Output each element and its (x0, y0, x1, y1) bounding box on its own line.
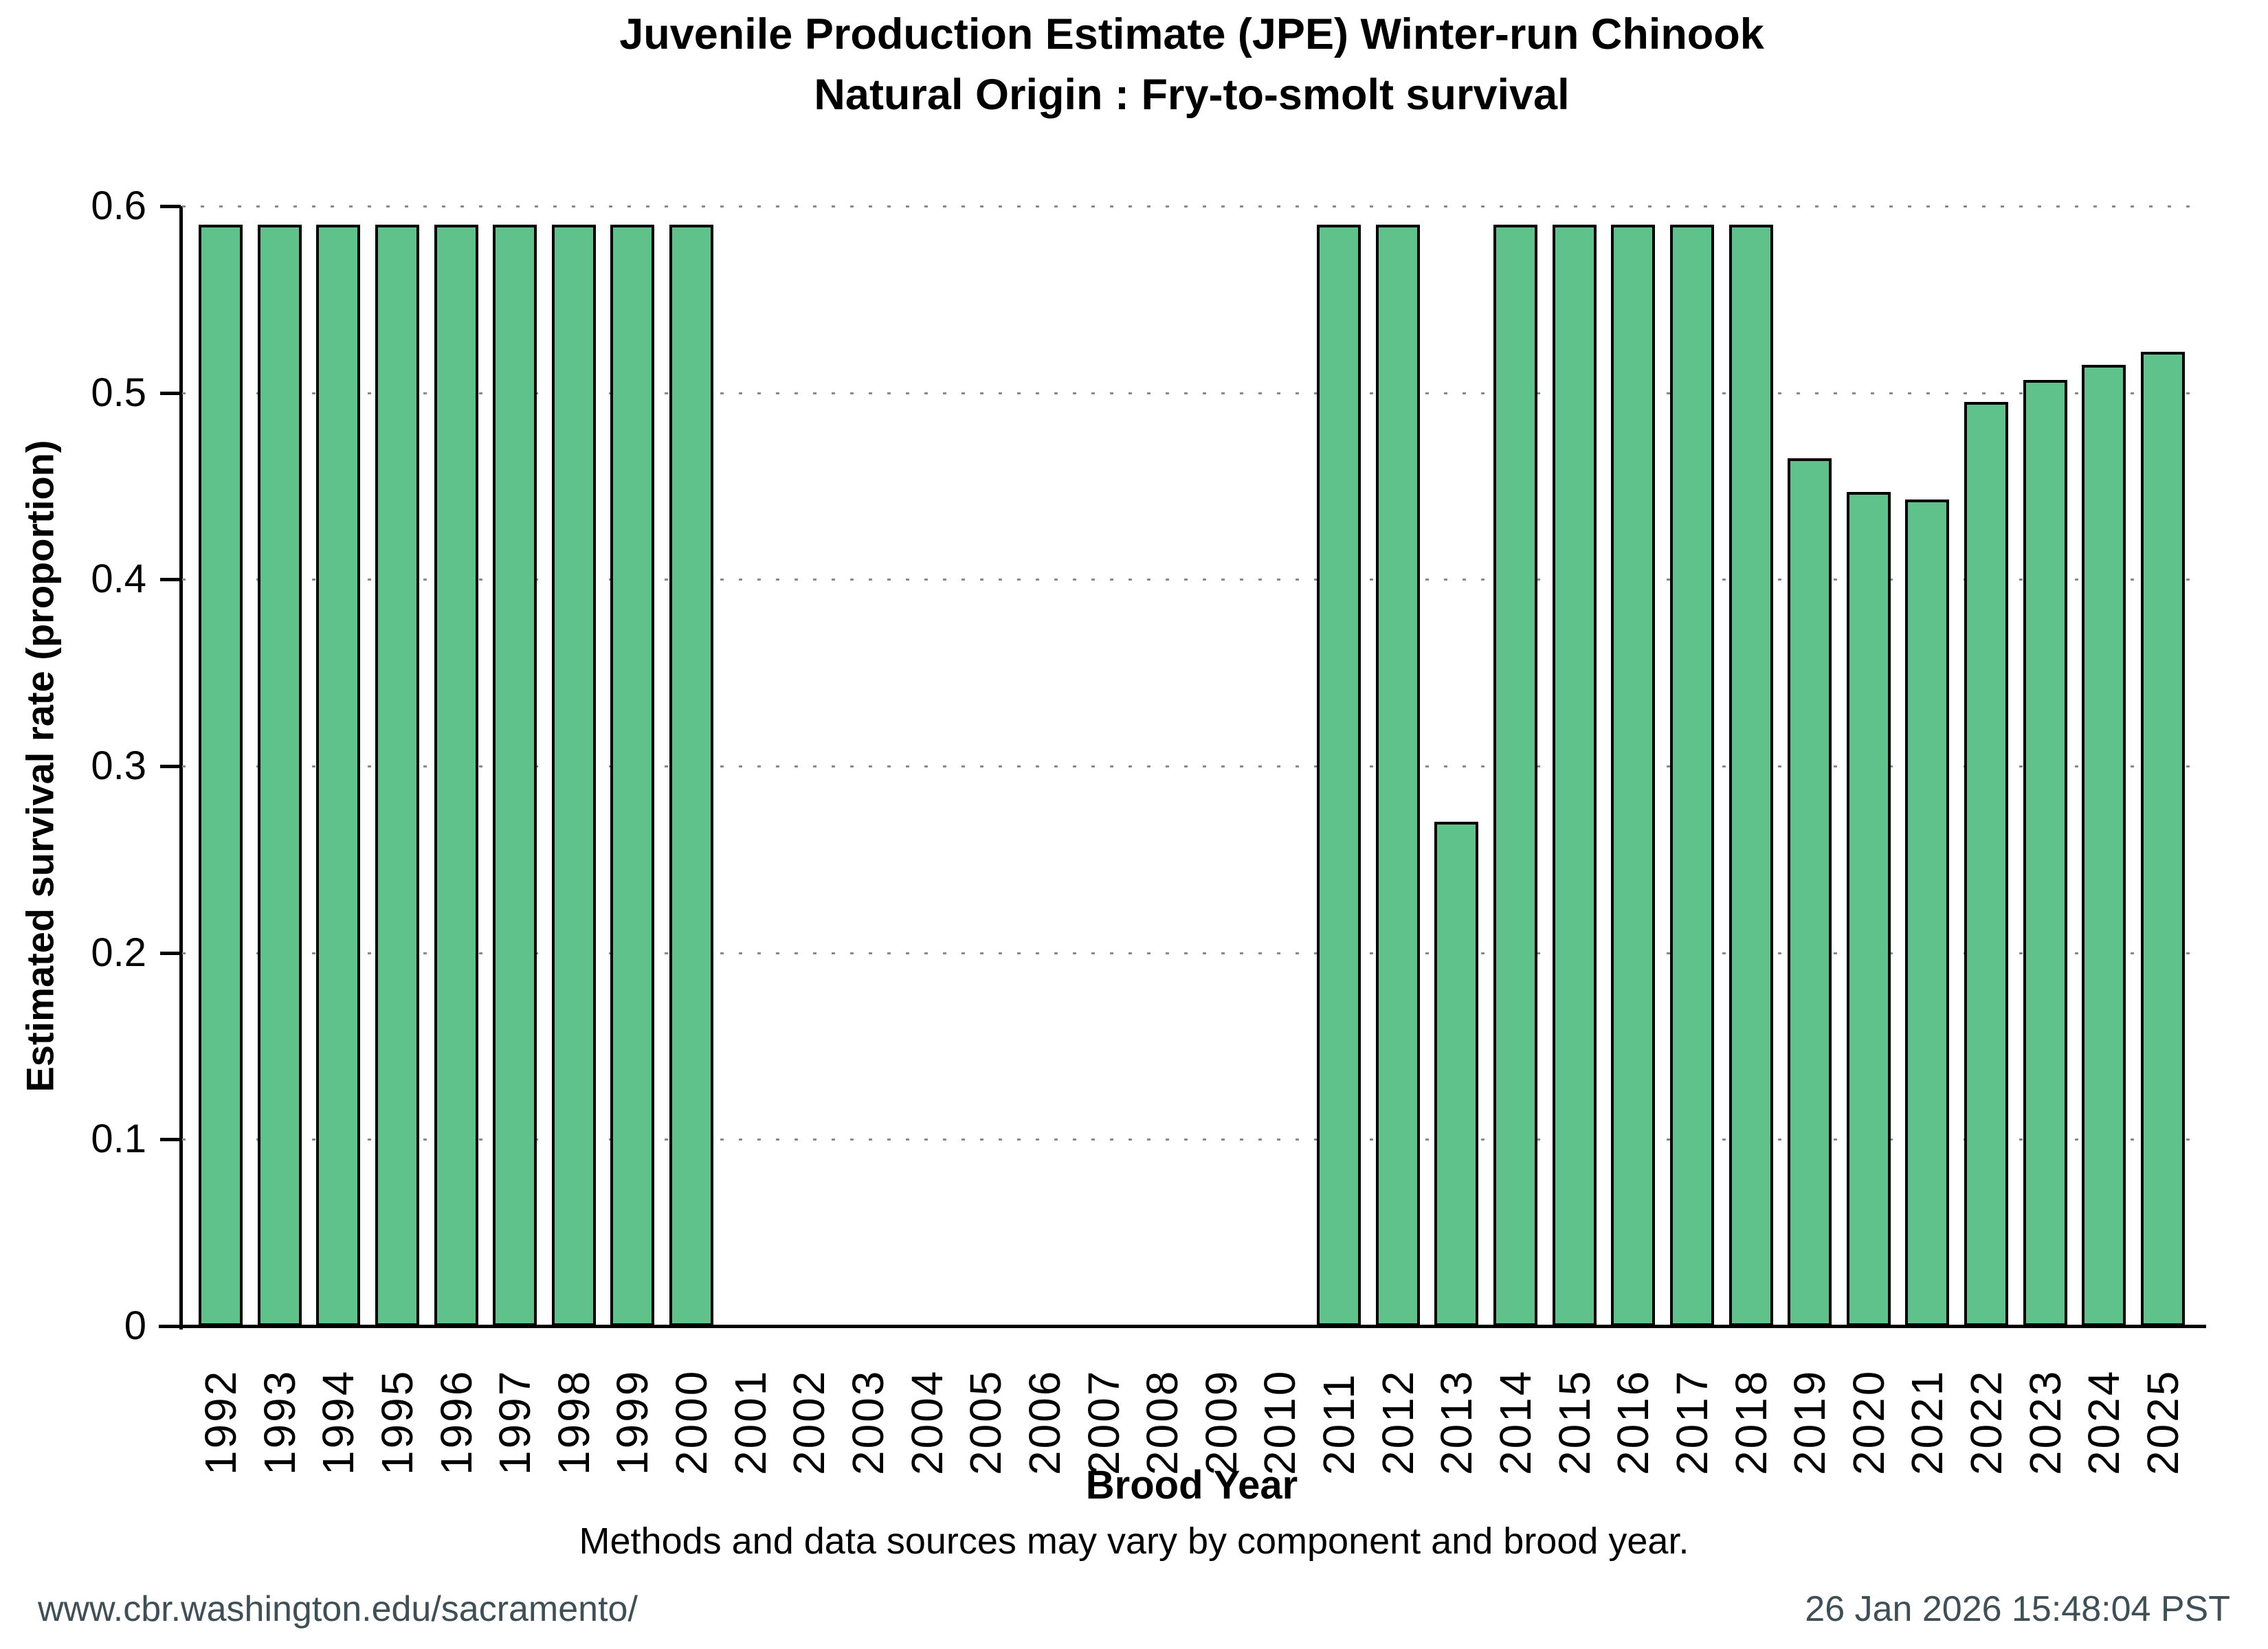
x-tick-label-2010: 2010 (1255, 1369, 1304, 1475)
bar-2012 (1376, 225, 1420, 1326)
y-tick-0 (160, 1325, 181, 1328)
x-tick-label-2008: 2008 (1137, 1369, 1187, 1475)
bar-1995 (375, 225, 419, 1326)
x-tick-label-1998: 1998 (549, 1369, 599, 1475)
bar-2011 (1317, 225, 1361, 1326)
y-tick-label-0.3: 0.3 (91, 743, 146, 788)
x-tick-label-2018: 2018 (1726, 1369, 1776, 1475)
bar-2014 (1493, 225, 1537, 1326)
x-tick-label-2011: 2011 (1314, 1372, 1364, 1475)
x-tick-label-1999: 1999 (608, 1369, 657, 1475)
x-tick-label-2017: 2017 (1667, 1369, 1717, 1475)
x-tick-label-2000: 2000 (667, 1369, 716, 1475)
methods-note: Methods and data sources may vary by com… (579, 1521, 1689, 1562)
footer-timestamp: 26 Jan 2026 15:48:04 PST (1805, 1589, 2230, 1629)
bar-2020 (1847, 492, 1891, 1326)
y-tick-label-0.4: 0.4 (91, 557, 146, 602)
x-tick-label-2005: 2005 (961, 1369, 1010, 1475)
bar-1994 (316, 225, 360, 1326)
y-tick-0.1 (160, 1138, 181, 1142)
x-tick-label-2016: 2016 (1608, 1369, 1658, 1475)
x-tick-label-2025: 2025 (2138, 1369, 2188, 1475)
gridline-0.6 (182, 205, 2203, 207)
bar-1999 (610, 225, 654, 1326)
x-tick-label-2007: 2007 (1079, 1369, 1129, 1475)
y-tick-label-0: 0 (124, 1303, 146, 1348)
x-tick-label-1993: 1993 (255, 1369, 304, 1475)
bar-1998 (552, 225, 596, 1326)
y-tick-label-0.2: 0.2 (91, 930, 146, 975)
x-axis-line (159, 1325, 2206, 1328)
gridline-0.3 (182, 765, 2203, 767)
x-tick-label-2003: 2003 (843, 1369, 893, 1475)
x-tick-label-1996: 1996 (432, 1369, 481, 1475)
x-tick-label-2019: 2019 (1785, 1369, 1834, 1475)
y-tick-0.5 (160, 391, 181, 395)
bar-1992 (199, 225, 243, 1326)
x-axis-label: Brood Year (1085, 1463, 1298, 1507)
y-tick-label-0.5: 0.5 (91, 370, 146, 415)
bar-2016 (1611, 225, 1655, 1326)
chart-title-line-2: Natural Origin : Fry-to-smolt survival (814, 71, 1570, 119)
gridline-0.2 (182, 952, 2203, 954)
y-axis-line (179, 206, 183, 1330)
bar-1993 (258, 225, 302, 1326)
x-tick-label-2024: 2024 (2079, 1369, 2128, 1475)
y-tick-0.4 (160, 578, 181, 582)
x-tick-label-2004: 2004 (902, 1369, 952, 1475)
bar-2021 (1905, 500, 1949, 1326)
bar-2013 (1434, 822, 1478, 1326)
bar-2019 (1788, 458, 1832, 1326)
gridline-0.1 (182, 1138, 2203, 1141)
bar-2024 (2082, 365, 2126, 1326)
gridline-0.4 (182, 579, 2203, 581)
x-tick-label-2001: 2001 (726, 1369, 775, 1475)
x-tick-label-2021: 2021 (1902, 1369, 1952, 1475)
x-tick-label-2015: 2015 (1550, 1369, 1599, 1475)
bar-1996 (434, 225, 478, 1326)
bar-2017 (1670, 225, 1714, 1326)
bar-2018 (1729, 225, 1773, 1326)
x-tick-label-2002: 2002 (784, 1369, 834, 1475)
x-tick-label-2013: 2013 (1432, 1369, 1481, 1475)
chart-title-line-1: Juvenile Production Estimate (JPE) Winte… (619, 10, 1764, 58)
bar-2000 (669, 225, 713, 1326)
x-tick-label-1995: 1995 (373, 1369, 422, 1475)
x-tick-label-1992: 1992 (196, 1369, 245, 1475)
y-tick-0.3 (160, 765, 181, 768)
x-tick-label-2023: 2023 (2021, 1369, 2070, 1475)
bar-2023 (2023, 380, 2067, 1326)
bar-2022 (1964, 402, 2008, 1326)
gridline-0.5 (182, 392, 2203, 394)
x-tick-label-2014: 2014 (1491, 1369, 1540, 1475)
y-tick-label-0.1: 0.1 (91, 1117, 146, 1162)
y-tick-label-0.6: 0.6 (91, 183, 146, 228)
bar-2025 (2141, 352, 2185, 1326)
x-tick-label-2012: 2012 (1373, 1369, 1423, 1475)
x-tick-label-1994: 1994 (313, 1369, 363, 1475)
y-tick-0.2 (160, 951, 181, 955)
plot-area: 0 0.1 0.2 0.3 0.4 0.5 0.6 1992 1993 1994 1995 1996 1… (91, 184, 2206, 1475)
x-tick-label-2020: 2020 (1844, 1369, 1893, 1475)
bar-2015 (1553, 225, 1597, 1326)
x-tick-label-1997: 1997 (490, 1369, 540, 1475)
x-tick-label-2009: 2009 (1197, 1369, 1246, 1475)
y-tick-0.6 (160, 205, 181, 208)
x-tick-label-2022: 2022 (1961, 1369, 2011, 1475)
bar-1997 (493, 225, 537, 1326)
footer-source-url: www.cbr.washington.edu/sacramento/ (38, 1589, 638, 1629)
x-tick-label-2006: 2006 (1020, 1369, 1069, 1475)
